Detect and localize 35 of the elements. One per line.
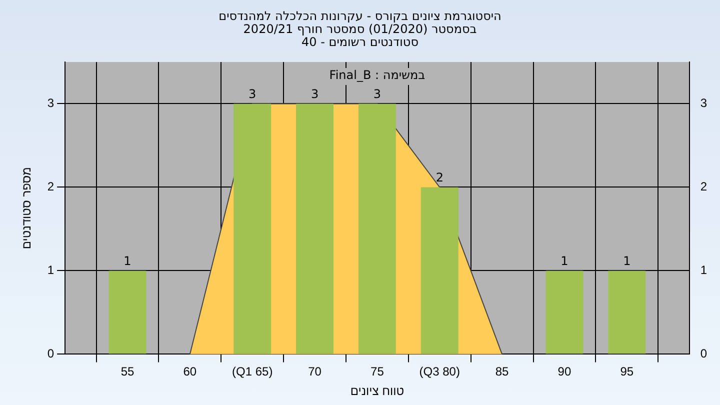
- x-tick-label: (Q1 65): [232, 364, 273, 379]
- bar: [420, 187, 458, 354]
- bar: [296, 104, 334, 354]
- data-label: 3: [310, 86, 319, 101]
- x-tick-label: 85: [495, 364, 510, 379]
- x-tick-label: 55: [120, 364, 134, 379]
- y2-tick-label: 3: [700, 96, 708, 110]
- data-label: 1: [124, 254, 132, 268]
- data-label: 1: [623, 254, 631, 268]
- y2-tick-label: 1: [700, 263, 708, 278]
- bar: [608, 270, 646, 354]
- data-label: 1: [560, 254, 568, 268]
- bar: [108, 270, 146, 354]
- bar: [546, 270, 584, 354]
- x-tick-label: 75: [370, 364, 384, 379]
- x-tick-label: 95: [620, 364, 634, 379]
- x-axis-title: טווח ציונים: [350, 384, 404, 398]
- y-axis-title: מספר סטודנטים: [20, 167, 34, 250]
- x-tick-label: 70: [308, 364, 322, 379]
- y-tick-label: 1: [47, 263, 54, 278]
- annotation: במשימה : Final_B: [329, 68, 426, 82]
- bar: [234, 104, 272, 354]
- x-tick-label: 60: [183, 364, 197, 379]
- data-label: 2: [436, 170, 444, 184]
- data-label: 3: [248, 86, 256, 101]
- y-tick-label: 2: [47, 180, 54, 194]
- y2-tick-label: 2: [700, 180, 708, 194]
- x-tick-label: (Q3 80): [419, 364, 460, 379]
- y-tick-label: 3: [47, 96, 54, 110]
- y-tick-label: 0: [47, 346, 54, 361]
- y2-tick-label: 0: [700, 346, 708, 361]
- x-tick-label: 90: [558, 364, 572, 379]
- bar: [358, 104, 396, 354]
- chart-title: היסטוגרמת ציונים בקורס - עקרונות הכלכלה למהנדסים בסמסטר (01/2020) סמסטר חורף 2020/21 סטודנטים רשומים - 40: [218, 9, 502, 49]
- data-label: 3: [373, 86, 382, 101]
